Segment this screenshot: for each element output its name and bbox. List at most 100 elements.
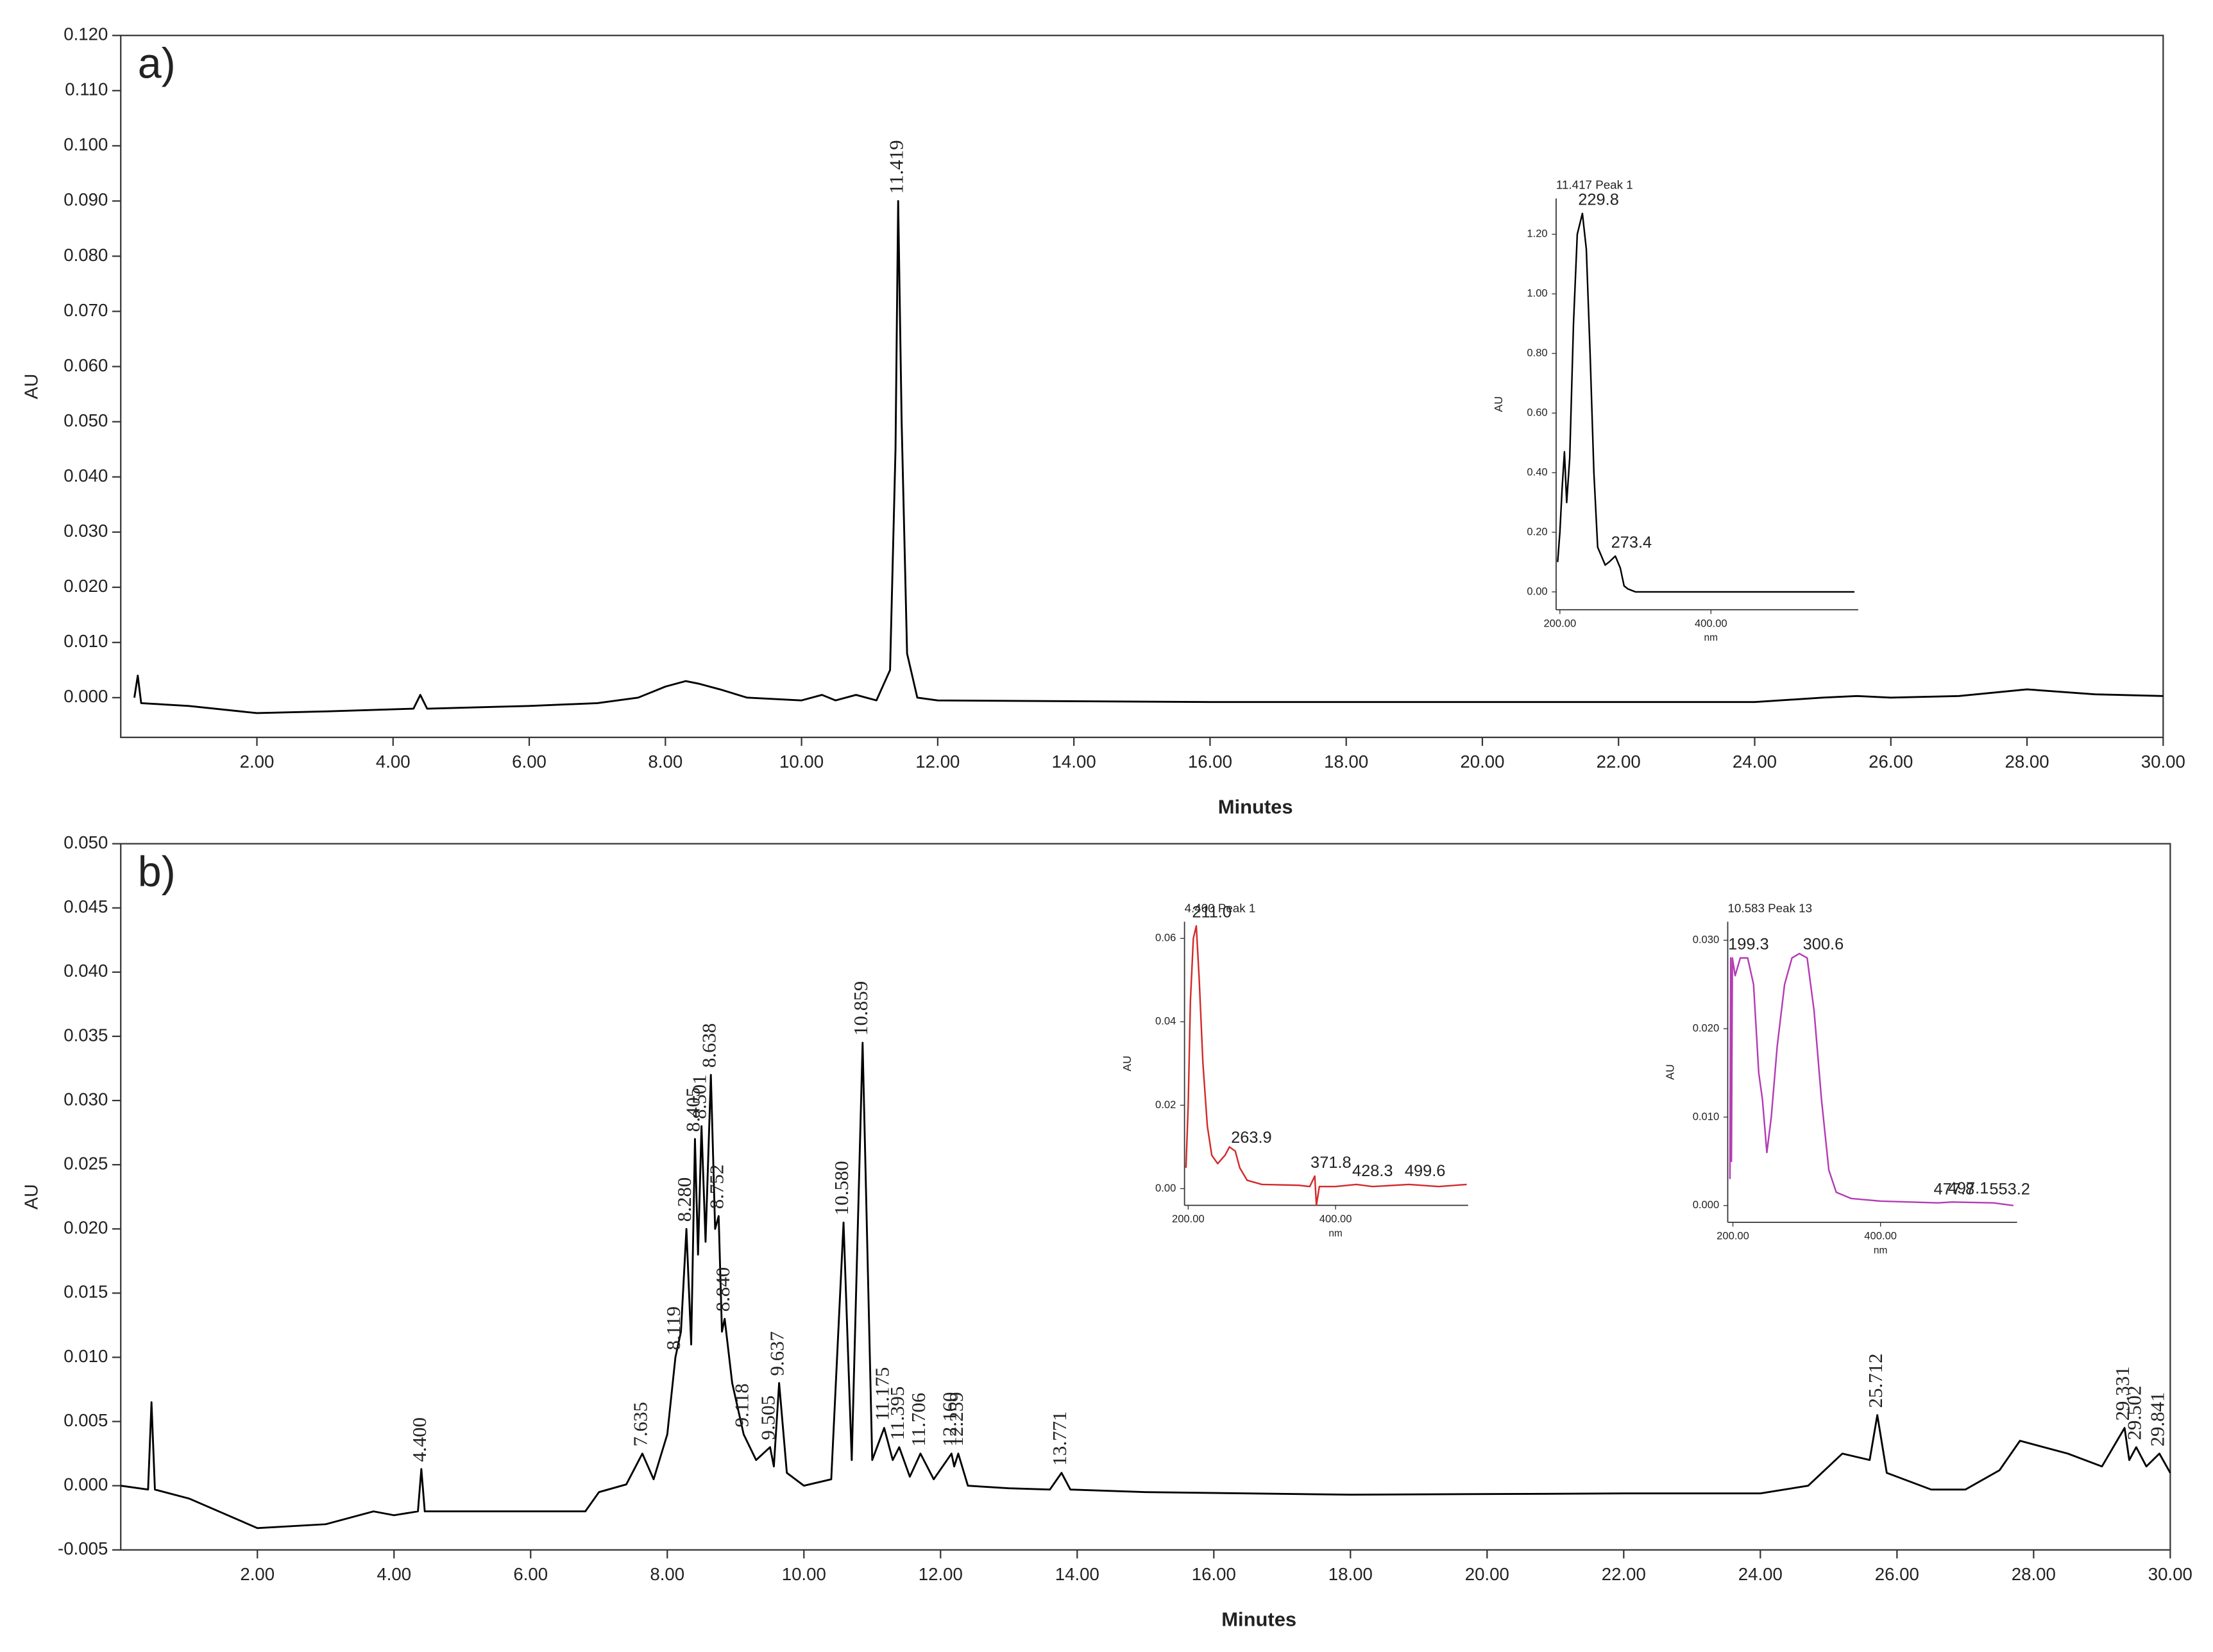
trace xyxy=(1729,952,2014,1207)
y-tick-label: 0.20 xyxy=(1527,525,1547,537)
peak-label: 8.638 xyxy=(697,1023,720,1068)
x-tick-label: 2.00 xyxy=(240,1564,275,1584)
x-tick-label: 18.00 xyxy=(1328,1564,1373,1584)
peak-label: 499.6 xyxy=(1405,1162,1446,1180)
peak-label: 199.3 xyxy=(1728,936,1769,954)
peak-label: 11.419 xyxy=(885,140,907,194)
peak-label: 477.8 xyxy=(1934,1181,1975,1199)
x-tick-label: 200.00 xyxy=(1543,617,1576,629)
x-tick-label: 10.00 xyxy=(782,1564,826,1584)
y-tick-label: 0.005 xyxy=(64,1410,108,1430)
peak-label: 25.712 xyxy=(1864,1353,1887,1408)
y-tick-label: 0.100 xyxy=(64,135,108,155)
peak-label: 8.840 xyxy=(711,1267,734,1312)
y-axis-label: AU xyxy=(22,374,42,400)
peak-label: 229.8 xyxy=(1578,191,1619,209)
x-tick-label: 28.00 xyxy=(2012,1564,2056,1584)
trace xyxy=(1557,212,1855,593)
y-tick-label: 0.60 xyxy=(1527,406,1547,418)
y-tick-label: 0.035 xyxy=(64,1025,108,1045)
x-tick-label: 8.00 xyxy=(648,752,683,771)
peak-label: 9.505 xyxy=(757,1395,779,1440)
peak-label: 8.405 xyxy=(682,1087,704,1132)
y-tick-label: 0.80 xyxy=(1527,347,1547,359)
peak-label: 7.635 xyxy=(629,1402,652,1447)
x-tick-label: 400.00 xyxy=(1319,1213,1352,1225)
x-tick-label: 14.00 xyxy=(1052,752,1096,771)
y-tick-label: 0.050 xyxy=(64,410,108,430)
y-tick-label: 1.00 xyxy=(1527,287,1547,299)
peak-label: 8.752 xyxy=(705,1165,727,1210)
x-tick-label: 200.00 xyxy=(1717,1230,1749,1242)
y-tick-label: 0.080 xyxy=(64,245,108,265)
y-tick-label: 0.070 xyxy=(64,300,108,320)
peak-label: 29.331 xyxy=(2111,1366,2133,1420)
x-axis-label: Minutes xyxy=(1221,1608,1296,1631)
y-axis-label: AU xyxy=(1664,1064,1677,1080)
y-tick-label: 0.020 xyxy=(64,576,108,596)
y-tick-label: 0.090 xyxy=(64,190,108,210)
x-axis-label: Minutes xyxy=(1218,796,1293,818)
x-tick-label: 200.00 xyxy=(1172,1213,1205,1225)
peak-label: 273.4 xyxy=(1611,534,1652,552)
y-tick-label: 0.040 xyxy=(64,961,108,981)
peak-label: 11.395 xyxy=(886,1386,908,1440)
y-tick-label: 0.060 xyxy=(64,355,108,375)
y-tick-label: 0.110 xyxy=(65,80,108,99)
y-tick-label: 0.020 xyxy=(64,1218,108,1238)
y-axis-label: AU xyxy=(22,1184,42,1210)
peak-label: 12.259 xyxy=(945,1392,967,1447)
peak-label: 9.118 xyxy=(730,1383,752,1427)
y-tick-label: 0.040 xyxy=(64,466,108,485)
y-tick-label: 0.120 xyxy=(64,24,108,44)
y-tick-label: 0.40 xyxy=(1527,466,1547,478)
plot-frame xyxy=(120,35,2164,738)
peak-label: 4.400 xyxy=(408,1417,430,1462)
x-tick-label: 12.00 xyxy=(915,752,960,771)
panel-label: a) xyxy=(138,40,176,87)
y-tick-label: 0.06 xyxy=(1155,932,1176,944)
y-tick-label: 0.010 xyxy=(1693,1110,1719,1122)
x-tick-label: 12.00 xyxy=(919,1564,963,1584)
peak-label: 497.1 xyxy=(1948,1179,1989,1197)
trace xyxy=(121,1041,2171,1530)
y-tick-label: 0.025 xyxy=(64,1153,108,1173)
x-axis-label: nm xyxy=(1328,1228,1343,1239)
peak-label: 13.771 xyxy=(1048,1412,1071,1466)
y-tick-label: 0.010 xyxy=(64,631,108,651)
peak-label: 211.0 xyxy=(1192,904,1232,922)
peak-label: 12.160 xyxy=(938,1392,960,1447)
x-tick-label: 26.00 xyxy=(1875,1564,1919,1584)
peak-label: 300.6 xyxy=(1803,936,1844,954)
peak-label: 9.637 xyxy=(766,1331,788,1376)
peak-label: 371.8 xyxy=(1310,1154,1352,1172)
trace xyxy=(1185,925,1467,1206)
peak-label: 11.706 xyxy=(907,1393,929,1447)
peak-label: 8.119 xyxy=(662,1306,684,1350)
x-tick-label: 10.00 xyxy=(779,752,824,771)
inset-title: 11.417 Peak 1 xyxy=(1556,178,1633,192)
x-tick-label: 4.00 xyxy=(377,1564,411,1584)
x-tick-label: 400.00 xyxy=(1695,617,1727,629)
x-tick-label: 28.00 xyxy=(2005,752,2049,771)
peak-label: 553.2 xyxy=(1989,1181,2030,1199)
x-tick-label: 4.00 xyxy=(376,752,411,771)
peak-label: 8.501 xyxy=(688,1074,711,1119)
x-tick-label: 16.00 xyxy=(1188,752,1232,771)
y-axis-label: AU xyxy=(1492,396,1505,412)
x-tick-label: 2.00 xyxy=(240,752,275,771)
y-tick-label: 0.030 xyxy=(64,1089,108,1109)
x-tick-label: 8.00 xyxy=(650,1564,684,1584)
y-tick-label: 0.045 xyxy=(64,897,108,916)
x-axis-label: nm xyxy=(1704,632,1718,643)
peak-label: 10.580 xyxy=(830,1161,852,1215)
y-tick-label: 0.030 xyxy=(1693,934,1719,946)
peak-label: 10.859 xyxy=(849,981,872,1036)
y-tick-label: 0.000 xyxy=(1693,1199,1719,1211)
x-tick-label: 22.00 xyxy=(1602,1564,1646,1584)
x-tick-label: 30.00 xyxy=(2141,752,2185,771)
y-tick-label: 0.010 xyxy=(64,1346,108,1366)
inset-title: 10.583 Peak 13 xyxy=(1727,901,1812,914)
x-tick-label: 16.00 xyxy=(1192,1564,1236,1584)
